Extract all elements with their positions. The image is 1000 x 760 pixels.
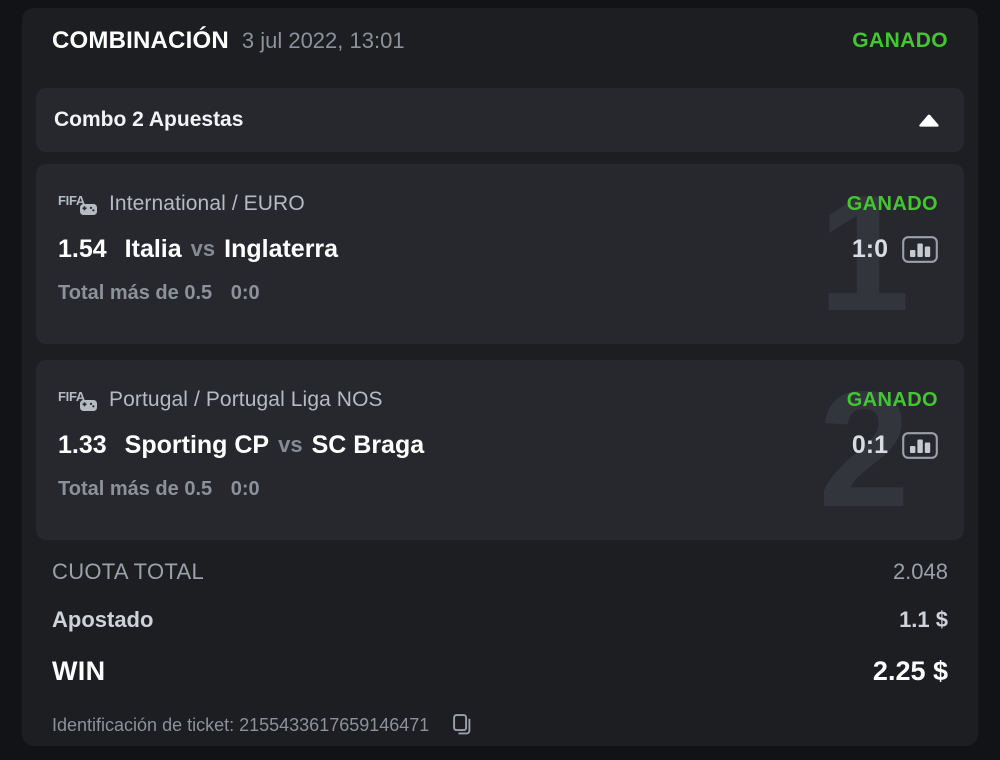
totals-section: CUOTA TOTAL 2.048 Apostado 1.1 $ WIN 2.2… — [22, 548, 978, 738]
ticket-id-row: Identificación de ticket: 21554336176591… — [52, 712, 948, 738]
copy-icon[interactable] — [441, 714, 471, 736]
fifa-gamepad-icon: FIFA — [58, 388, 98, 412]
vs-separator: vs — [190, 236, 216, 261]
bet-teams-row: 1.54 Italia vs Inglaterra 1:0 — [58, 232, 938, 266]
total-odds-value: 2.048 — [892, 559, 948, 584]
stake-label: Apostado — [52, 607, 154, 632]
home-team-name: Sporting CP — [124, 430, 270, 459]
bet-market-row: Total más de 0.5 0:0 — [58, 282, 938, 305]
stake-value: 1.1 $ — [899, 607, 948, 632]
page-title: COMBINACIÓN — [52, 27, 229, 54]
bet-league-name: Portugal / Portugal Liga NOS — [109, 388, 383, 411]
bet-market-name: Total más de 0.5 — [58, 478, 213, 500]
bet-market-score: 0:0 — [230, 282, 260, 304]
win-value: 2.25 $ — [872, 655, 948, 686]
bet-card-content: FIFA Portugal / Portugal Liga NOS GANADO — [36, 360, 964, 501]
total-odds-label: CUOTA TOTAL — [52, 559, 205, 584]
away-team-name: Inglaterra — [224, 234, 339, 263]
combo-toggle-bar[interactable]: Combo 2 Apuestas — [36, 88, 964, 152]
vs-separator: vs — [278, 432, 303, 457]
stake-row: Apostado 1.1 $ — [52, 596, 948, 644]
away-team-name: SC Braga — [311, 430, 425, 459]
bet-selection-card[interactable]: 2 FIFA Portugal / Portugal Liga NOS — [36, 360, 964, 540]
status-badge: GANADO — [852, 29, 948, 52]
bet-index-watermark: 2 — [818, 360, 910, 540]
total-odds-row: CUOTA TOTAL 2.048 — [52, 548, 948, 596]
bet-selection-card[interactable]: 1 FIFA International / EURO — [36, 164, 964, 344]
bet-status-badge: GANADO — [846, 192, 938, 215]
bet-card-content: FIFA International / EURO GANADO 1.54 — [36, 164, 964, 305]
ticket-header: COMBINACIÓN 3 jul 2022, 13:01 GANADO — [22, 8, 978, 74]
combo-label: Combo 2 Apuestas — [54, 108, 244, 131]
win-row: WIN 2.25 $ — [52, 644, 948, 698]
svg-text:FIFA: FIFA — [58, 193, 86, 208]
fifa-gamepad-icon: FIFA — [58, 192, 98, 216]
bet-market-name: Total más de 0.5 — [58, 282, 213, 304]
bet-league-row: FIFA International / EURO GANADO — [58, 190, 938, 218]
bet-market-score: 0:0 — [230, 478, 260, 500]
bet-index-watermark: 1 — [818, 164, 910, 344]
bet-odds: 1.33 — [58, 430, 107, 459]
ticket-id-label: Identificación de ticket: 21554336176591… — [52, 714, 430, 735]
ticket-panel: COMBINACIÓN 3 jul 2022, 13:01 GANADO Com… — [22, 8, 978, 746]
bar-chart-icon[interactable] — [902, 431, 938, 459]
bet-league-name: International / EURO — [109, 192, 305, 215]
home-team-name: Italia — [124, 234, 182, 263]
svg-text:FIFA: FIFA — [58, 389, 86, 404]
bar-chart-icon[interactable] — [902, 235, 938, 263]
ticket-date: 3 jul 2022, 13:01 — [241, 28, 405, 53]
match-score: 0:1 — [851, 430, 888, 459]
bet-status-badge: GANADO — [846, 388, 938, 411]
bet-market-row: Total más de 0.5 0:0 — [58, 478, 938, 501]
bet-league-row: FIFA Portugal / Portugal Liga NOS GANADO — [58, 386, 938, 414]
bet-odds: 1.54 — [58, 234, 107, 263]
match-score: 1:0 — [851, 234, 888, 263]
win-label: WIN — [52, 655, 106, 686]
caret-up-icon[interactable] — [918, 113, 940, 127]
bet-teams-row: 1.33 Sporting CP vs SC Braga 0:1 — [58, 428, 938, 462]
